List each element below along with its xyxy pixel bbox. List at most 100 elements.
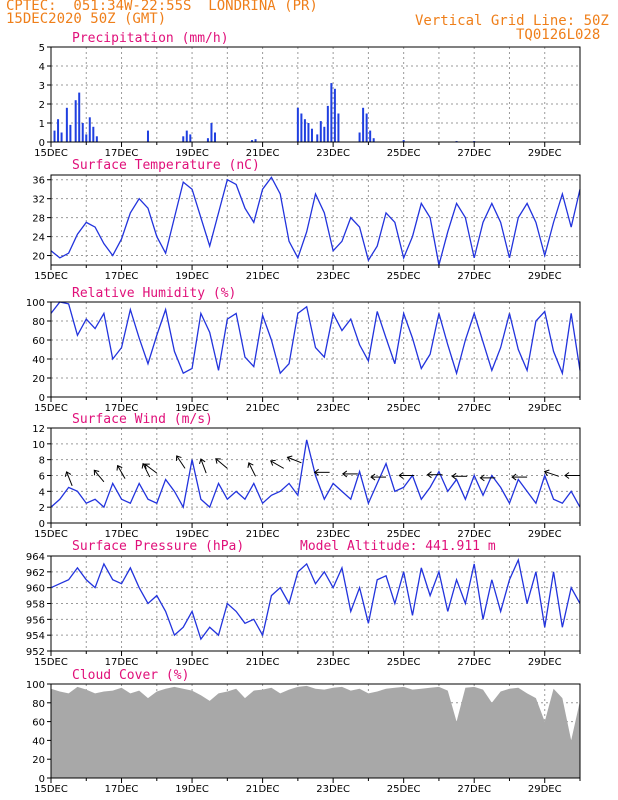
y-tick-label: 952 xyxy=(26,647,45,658)
x-tick-label: 25DEC xyxy=(387,784,421,795)
wind-arrow-head xyxy=(199,458,206,465)
wind-arrow-head xyxy=(93,469,100,476)
x-tick-label: 29DEC xyxy=(528,271,562,282)
panel-title: Surface Pressure (hPa) xyxy=(72,539,244,554)
precip-bar xyxy=(323,126,326,142)
x-tick-label: 21DEC xyxy=(246,529,280,540)
wind-arrow-head xyxy=(313,468,319,476)
wind-arrow xyxy=(200,458,207,474)
precip-bar xyxy=(92,126,95,142)
x-tick-label: 15DEC xyxy=(34,529,68,540)
x-tick-label: 19DEC xyxy=(175,271,209,282)
y-tick-label: 5 xyxy=(39,43,45,54)
wind-arrow-head xyxy=(286,455,293,462)
x-tick-label: 25DEC xyxy=(387,271,421,282)
y-tick-label: 0 xyxy=(39,519,45,530)
x-tick-label: 21DEC xyxy=(246,657,280,668)
precip-bar xyxy=(185,130,188,142)
precip-bar xyxy=(69,124,72,142)
y-tick-label: 1 xyxy=(39,119,45,130)
wind-arrow xyxy=(93,469,105,483)
precip-bar xyxy=(65,107,68,142)
precip-bar xyxy=(85,134,88,142)
x-tick-label: 21DEC xyxy=(246,271,280,282)
x-tick-label: 25DEC xyxy=(387,657,421,668)
x-tick-label: 29DEC xyxy=(528,784,562,795)
station-header: CPTEC: 051:34W-22:55S LONDRINA (PR) xyxy=(6,0,318,14)
panel-title: Precipitation (mm/h) xyxy=(72,31,229,46)
wind-arrow xyxy=(544,471,559,477)
x-tick-label: 27DEC xyxy=(457,271,491,282)
precip-bar xyxy=(303,119,306,142)
precip-bar xyxy=(369,130,372,142)
wind-arrow-head xyxy=(479,474,485,482)
y-tick-label: 24 xyxy=(32,233,45,244)
wind-arrow xyxy=(215,458,228,469)
wind-arrow xyxy=(117,465,126,479)
precip-bar xyxy=(146,130,149,142)
x-tick-label: 17DEC xyxy=(105,148,139,159)
precip-bar xyxy=(95,136,98,142)
x-tick-label: 23DEC xyxy=(316,657,350,668)
x-tick-label: 27DEC xyxy=(457,784,491,795)
precip-bar xyxy=(326,105,329,142)
x-tick-label: 25DEC xyxy=(387,529,421,540)
y-tick-label: 2 xyxy=(39,503,45,514)
x-tick-label: 19DEC xyxy=(175,148,209,159)
series-line xyxy=(50,301,581,376)
panel-4: Surface Pressure (hPa) Model Altitude: 44… xyxy=(26,539,581,668)
x-tick-label: 17DEC xyxy=(105,403,139,414)
y-tick-label: 28 xyxy=(32,214,45,225)
y-tick-label: 80 xyxy=(32,699,45,710)
y-tick-label: 3 xyxy=(39,81,45,92)
precip-bar xyxy=(358,132,361,142)
y-tick-label: 0 xyxy=(39,774,45,785)
panel-frame xyxy=(50,301,581,398)
wind-arrow-head xyxy=(543,469,550,476)
cloud-area xyxy=(51,685,580,778)
y-tick-label: 40 xyxy=(32,355,45,366)
y-tick-label: 20 xyxy=(32,252,45,263)
precip-bar xyxy=(57,119,60,142)
x-tick-label: 21DEC xyxy=(246,148,280,159)
y-tick-label: 964 xyxy=(26,552,45,563)
x-tick-label: 23DEC xyxy=(316,403,350,414)
precip-bar xyxy=(213,132,216,142)
x-tick-label: 25DEC xyxy=(387,148,421,159)
x-tick-label: 15DEC xyxy=(34,271,68,282)
series-line xyxy=(50,557,581,641)
precip-bar xyxy=(333,88,336,142)
precip-bar xyxy=(307,123,310,142)
precip-bar xyxy=(210,123,213,142)
wind-arrow xyxy=(176,455,186,469)
wind-arrow-head xyxy=(144,463,150,470)
panel-1: Surface Temperature (nC) 20 24 28 32 36 15DEC 1… xyxy=(32,158,581,282)
panel-0: Precipitation (mm/h) 0 1 2 3 4 5 15DEC 17DEC 19DE… xyxy=(34,31,581,159)
panel-frame xyxy=(50,427,581,524)
x-tick-label: 17DEC xyxy=(105,657,139,668)
precip-bar xyxy=(251,140,254,142)
wind-arrow-head xyxy=(215,458,221,464)
panel-frame xyxy=(50,555,581,652)
y-tick-label: 40 xyxy=(32,736,45,747)
y-tick-label: 956 xyxy=(26,615,45,626)
x-tick-label: 27DEC xyxy=(457,529,491,540)
x-tick-label: 19DEC xyxy=(175,784,209,795)
y-tick-label: 20 xyxy=(32,374,45,385)
x-tick-label: 27DEC xyxy=(457,403,491,414)
y-tick-label: 60 xyxy=(32,336,45,347)
wind-arrow xyxy=(142,463,151,478)
x-tick-label: 19DEC xyxy=(175,529,209,540)
panel-subtitle: Model Altitude: 441.911 m xyxy=(300,539,496,554)
y-tick-label: 100 xyxy=(26,298,45,309)
wind-arrow-head xyxy=(564,472,570,479)
x-tick-label: 15DEC xyxy=(34,657,68,668)
y-tick-label: 4 xyxy=(39,487,45,498)
y-tick-label: 954 xyxy=(26,631,45,642)
x-tick-label: 23DEC xyxy=(316,784,350,795)
precip-bar xyxy=(189,134,192,142)
precip-bar xyxy=(78,92,81,142)
precip-bar xyxy=(372,138,375,142)
x-tick-label: 23DEC xyxy=(316,148,350,159)
